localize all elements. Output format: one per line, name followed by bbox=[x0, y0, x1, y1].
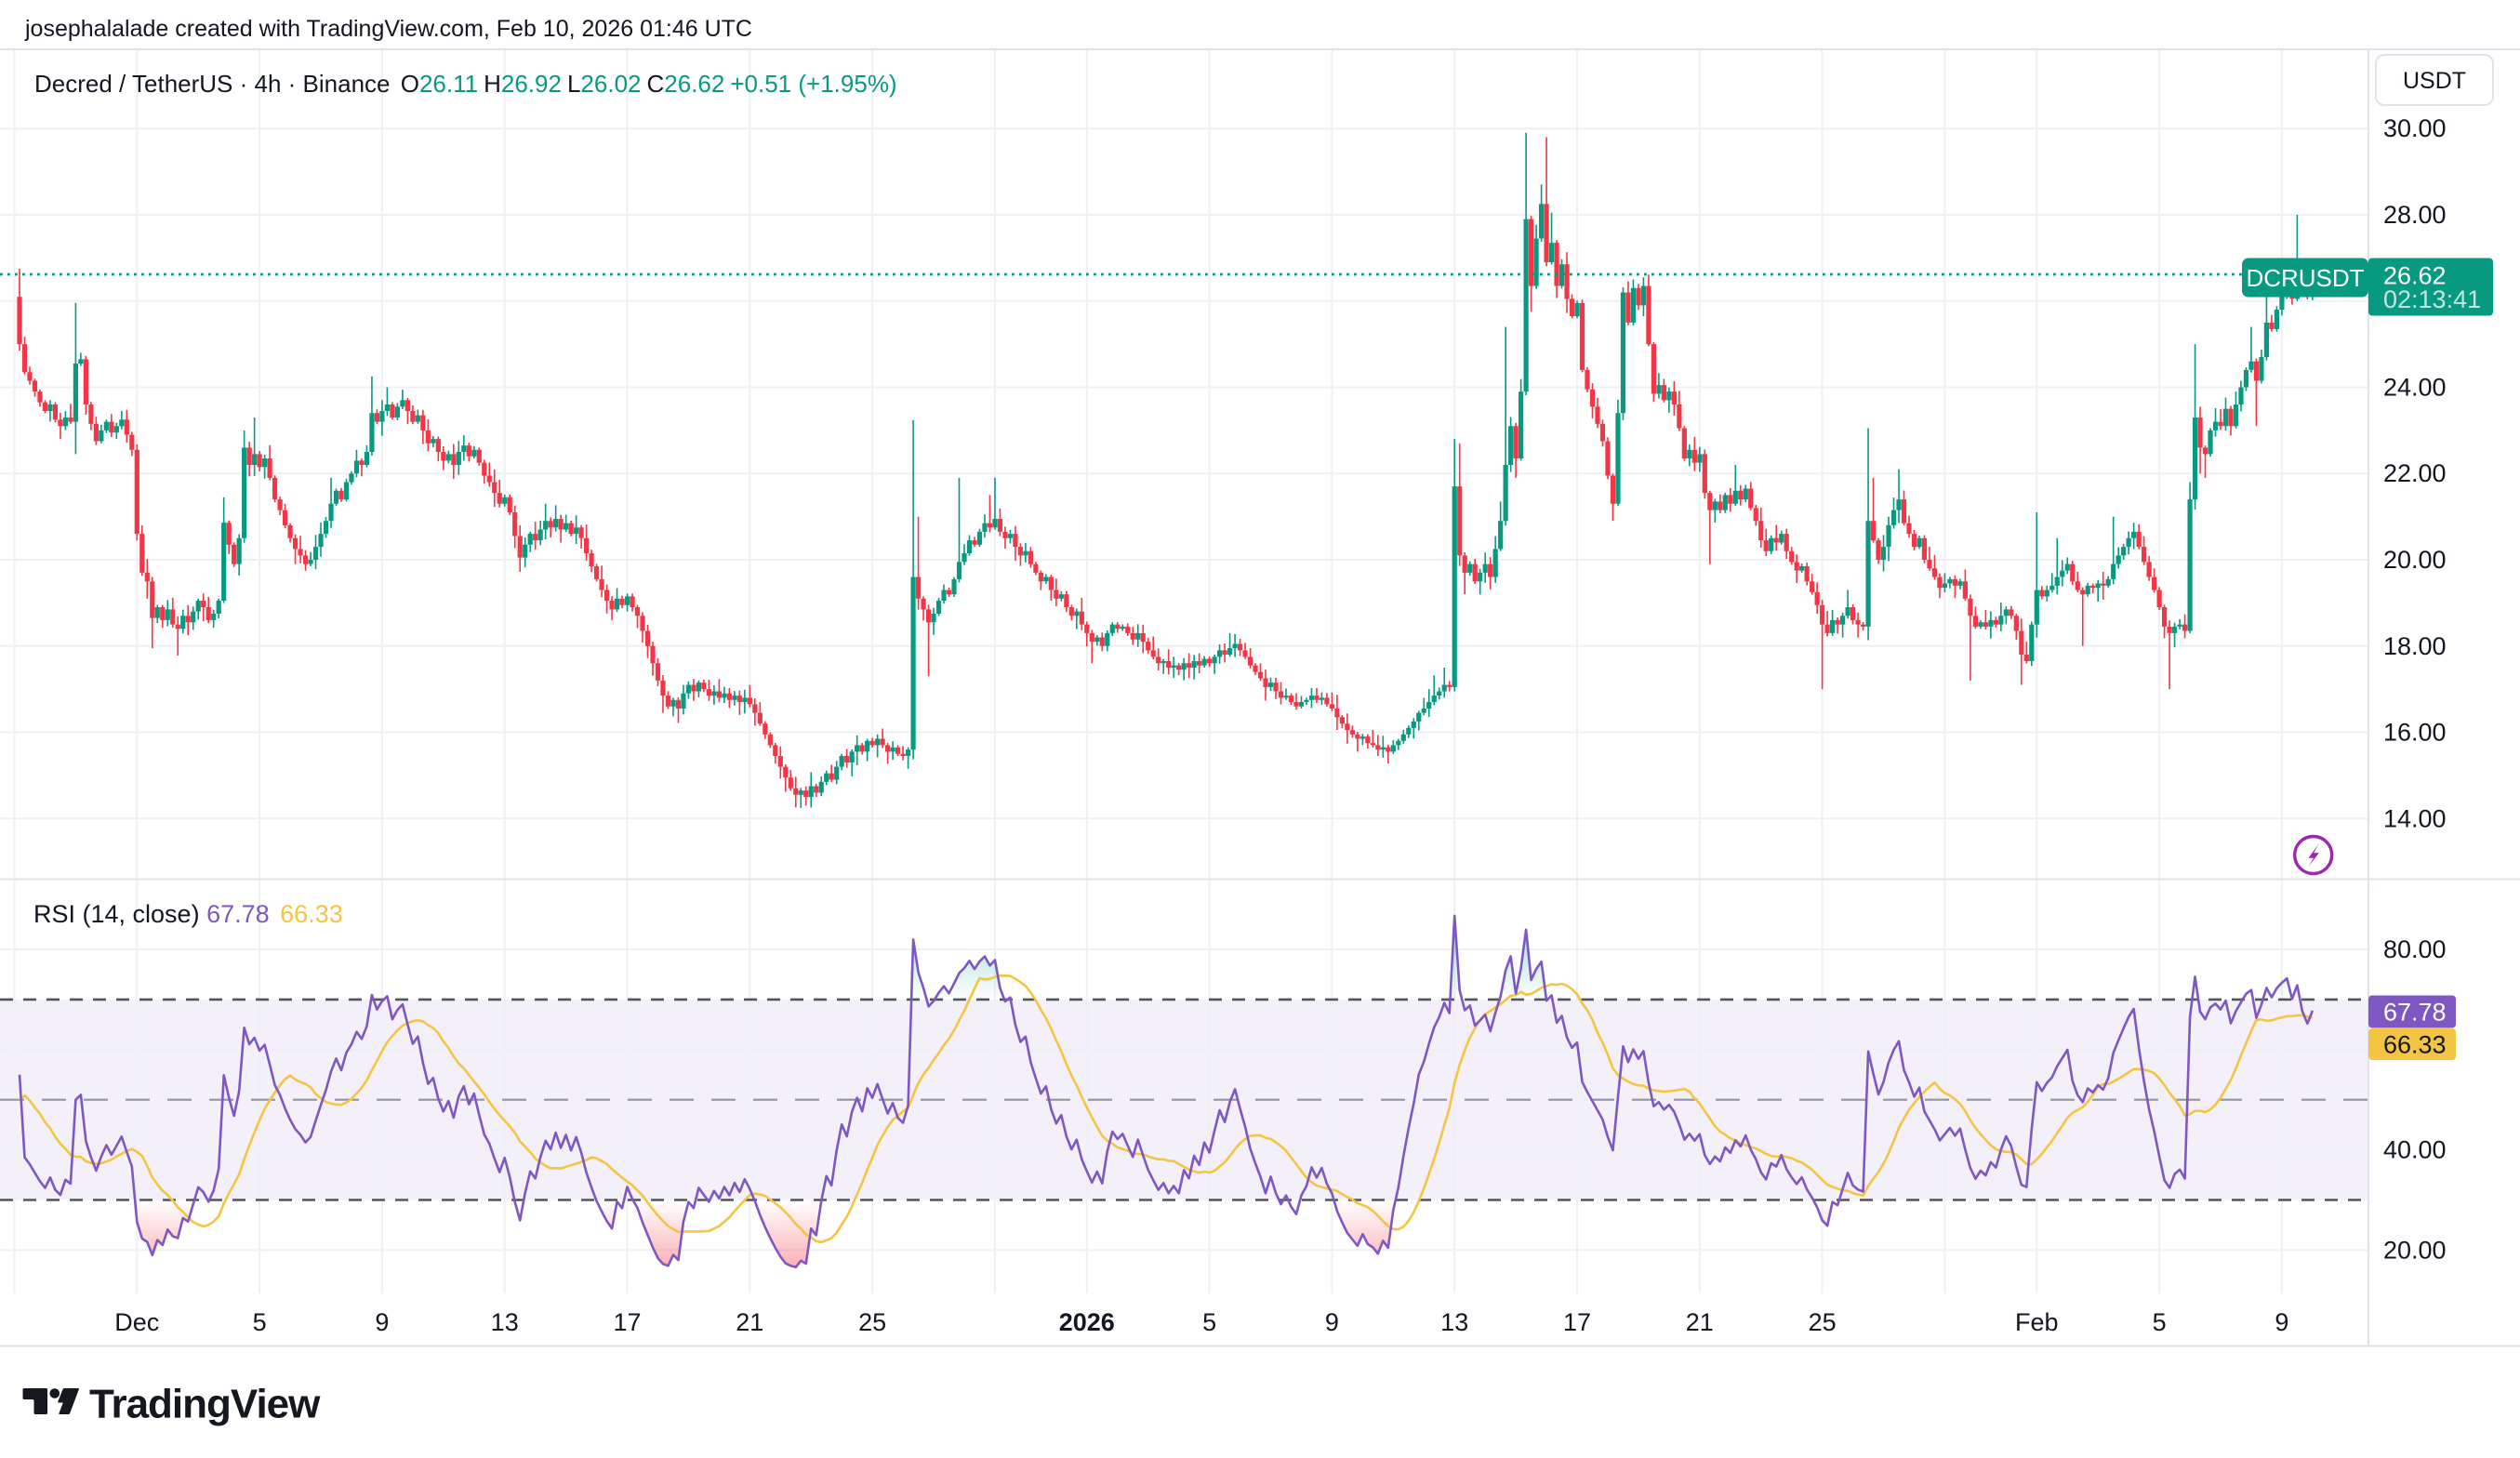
svg-text:9: 9 bbox=[1325, 1308, 1339, 1336]
svg-text:20.00: 20.00 bbox=[2383, 546, 2447, 574]
svg-text:2026: 2026 bbox=[1059, 1308, 1115, 1336]
svg-text:21: 21 bbox=[1686, 1308, 1714, 1336]
svg-text:13: 13 bbox=[1440, 1308, 1468, 1336]
svg-text:20.00: 20.00 bbox=[2383, 1236, 2447, 1264]
svg-text:17: 17 bbox=[1563, 1308, 1591, 1336]
svg-text:Feb: Feb bbox=[2015, 1308, 2059, 1336]
svg-text:28.00: 28.00 bbox=[2383, 201, 2447, 229]
svg-text:66.33: 66.33 bbox=[2383, 1031, 2447, 1059]
svg-text:16.00: 16.00 bbox=[2383, 719, 2447, 747]
svg-text:02:13:41: 02:13:41 bbox=[2383, 285, 2481, 313]
svg-text:5: 5 bbox=[2153, 1308, 2167, 1336]
svg-text:9: 9 bbox=[375, 1308, 389, 1336]
svg-text:17: 17 bbox=[613, 1308, 641, 1336]
svg-text:USDT: USDT bbox=[2403, 68, 2466, 94]
svg-text:24.00: 24.00 bbox=[2383, 374, 2447, 402]
svg-text:30.00: 30.00 bbox=[2383, 114, 2447, 142]
svg-text:25: 25 bbox=[1809, 1308, 1837, 1336]
svg-text:18.00: 18.00 bbox=[2383, 632, 2447, 660]
svg-text:RSI (14, close) 67.78 66.33: RSI (14, close) 67.78 66.33 bbox=[33, 900, 343, 928]
svg-text:9: 9 bbox=[2275, 1308, 2288, 1336]
svg-text:josephalalade created with Tra: josephalalade created with TradingView.c… bbox=[24, 16, 752, 42]
svg-text:DCRUSDT: DCRUSDT bbox=[2246, 264, 2364, 292]
svg-text:25: 25 bbox=[858, 1308, 886, 1336]
svg-text:22.00: 22.00 bbox=[2383, 459, 2447, 487]
svg-text:Decred / TetherUS · 4h · Binan: Decred / TetherUS · 4h · Binance O26.11 H… bbox=[34, 70, 897, 98]
svg-text:13: 13 bbox=[491, 1308, 519, 1336]
svg-text:5: 5 bbox=[1202, 1308, 1216, 1336]
svg-text:26.62: 26.62 bbox=[2383, 262, 2447, 290]
svg-text:80.00: 80.00 bbox=[2383, 935, 2447, 963]
svg-text:Dec: Dec bbox=[114, 1308, 159, 1336]
svg-text:TradingView: TradingView bbox=[89, 1382, 321, 1427]
svg-text:5: 5 bbox=[253, 1308, 267, 1336]
svg-text:67.78: 67.78 bbox=[2383, 999, 2447, 1027]
svg-text:40.00: 40.00 bbox=[2383, 1136, 2447, 1164]
svg-text:21: 21 bbox=[736, 1308, 763, 1336]
svg-text:14.00: 14.00 bbox=[2383, 804, 2447, 832]
